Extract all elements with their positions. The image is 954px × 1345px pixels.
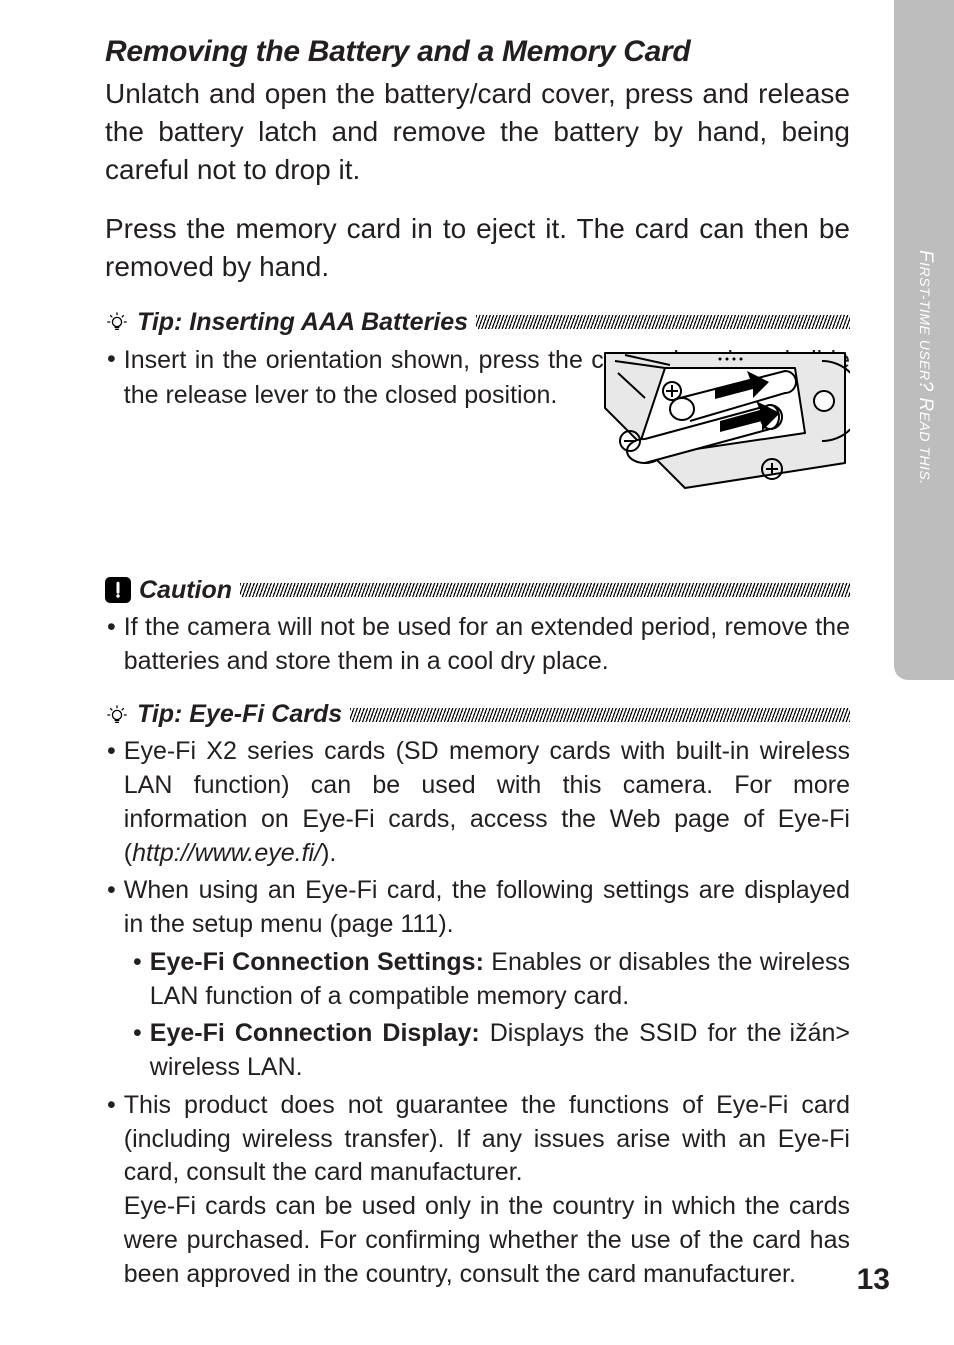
battery-insert-figure — [570, 343, 850, 493]
eyefi-b3b: Eye-Fi cards can be used only in the cou… — [124, 1190, 850, 1291]
eyefi-b1-text: Eye-Fi X2 series cards (SD memory cards … — [124, 735, 850, 870]
caution-bullet: • If the camera will not be used for an … — [105, 611, 850, 679]
spacer — [105, 682, 850, 696]
eyefi-sub-b: • Eye-Fi Connection Display: Displays th… — [133, 1017, 850, 1085]
caution-label: Caution — [139, 576, 232, 605]
lightbulb-icon — [105, 310, 129, 334]
tip-aaa-label: Tip: Inserting AAA Batteries — [137, 308, 468, 337]
eyefi-b3a: This product does not guarantee the func… — [124, 1089, 850, 1190]
caution-text: If the camera will not be used for an ex… — [124, 611, 850, 679]
eyefi-link: http://www.eye.fi/ — [132, 839, 321, 867]
lightbulb-icon — [105, 703, 129, 727]
eyefi-sub-b-label: Eye-Fi Connection Display: — [150, 1019, 480, 1047]
page-content: Removing the Battery and a Memory Card U… — [105, 35, 850, 1295]
page-number: 13 — [857, 1263, 890, 1297]
eyefi-b1-post: ). — [321, 839, 336, 867]
side-tab: FIRST-TIME USER? READ THIS. — [894, 0, 954, 680]
bullet-dot: • — [105, 735, 116, 870]
caution-header: Caution — [105, 576, 850, 605]
eyefi-sub-a-label: Eye-Fi Connection Settings: — [150, 948, 484, 976]
eyefi-bullet-3: • This product does not guarantee the fu… — [105, 1089, 850, 1292]
hatch-rule — [350, 708, 850, 722]
tip-aaa-block: • Insert in the orientation shown, press… — [105, 343, 850, 413]
caution-icon — [105, 577, 131, 603]
bullet-dot: • — [105, 874, 116, 942]
paragraph-1: Unlatch and open the battery/card cover,… — [105, 75, 850, 188]
paragraph-2: Press the memory card in to eject it. Th… — [105, 210, 850, 286]
bullet-dot: • — [105, 1089, 116, 1292]
tip-aaa-header: Tip: Inserting AAA Batteries — [105, 308, 850, 337]
tip-eyefi-header: Tip: Eye-Fi Cards — [105, 700, 850, 729]
hatch-rule — [240, 583, 850, 597]
eyefi-sub-a-text: Eye-Fi Connection Settings: Enables or d… — [150, 946, 850, 1014]
side-tab-label: FIRST-TIME USER? READ THIS. — [914, 250, 936, 485]
bullet-dot: • — [133, 946, 142, 1014]
hatch-rule — [476, 315, 850, 329]
caution-block: • If the camera will not be used for an … — [105, 611, 850, 679]
bullet-dot: • — [105, 343, 116, 413]
eyefi-b3-text: This product does not guarantee the func… — [124, 1089, 850, 1292]
eyefi-bullet-1: • Eye-Fi X2 series cards (SD memory card… — [105, 735, 850, 870]
tip-eyefi-block: • Eye-Fi X2 series cards (SD memory card… — [105, 735, 850, 1291]
bullet-dot: • — [133, 1017, 142, 1085]
eyefi-sub-a: • Eye-Fi Connection Settings: Enables or… — [133, 946, 850, 1014]
section-title: Removing the Battery and a Memory Card — [105, 35, 850, 69]
eyefi-sub-b-text: Eye-Fi Connection Display: Displays the … — [150, 1017, 782, 1085]
bullet-dot: • — [105, 611, 116, 679]
tip-eyefi-label: Tip: Eye-Fi Cards — [137, 700, 342, 729]
eyefi-b2-text: When using an Eye-Fi card, the following… — [124, 874, 850, 942]
eyefi-bullet-2: • When using an Eye-Fi card, the followi… — [105, 874, 850, 942]
